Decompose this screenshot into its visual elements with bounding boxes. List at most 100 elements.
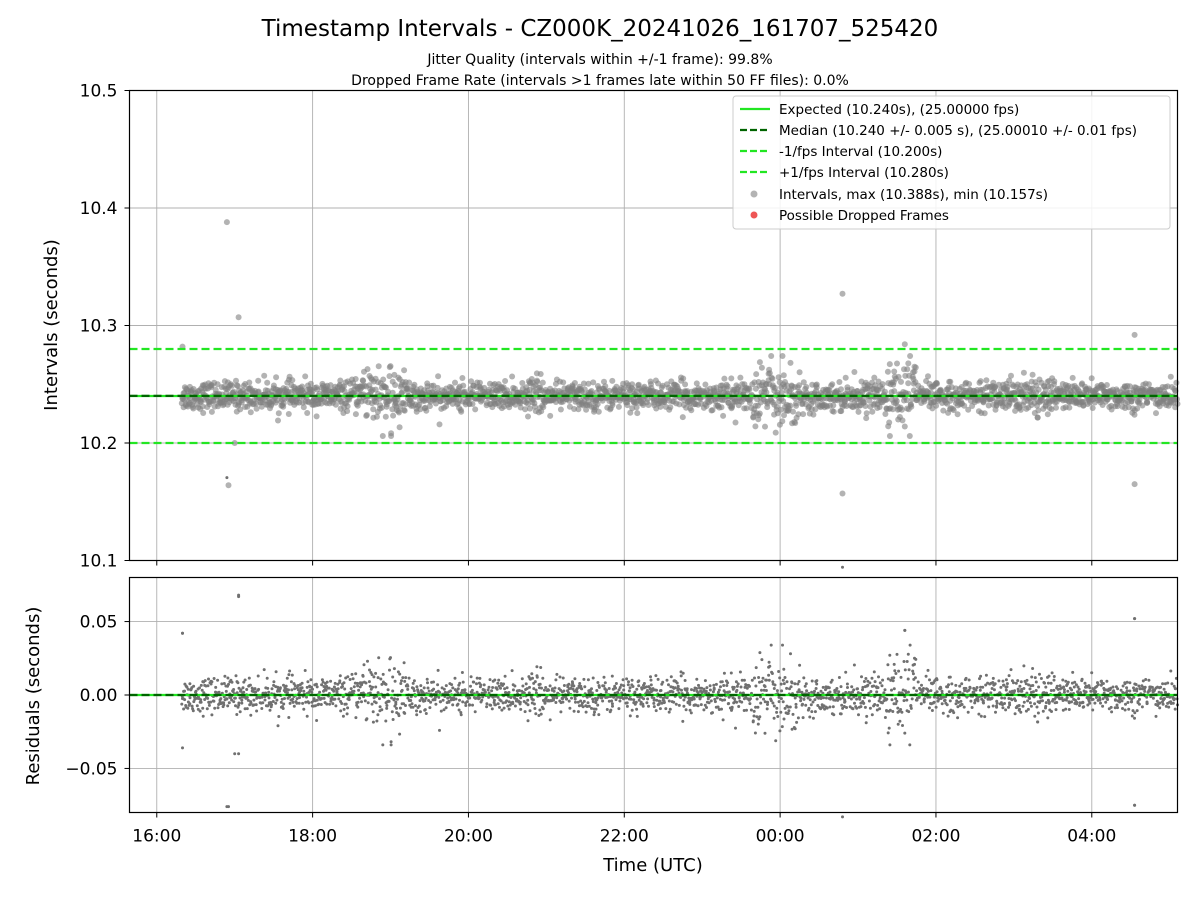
interval-point	[905, 360, 912, 367]
residual-point	[757, 676, 761, 679]
interval-point	[575, 406, 582, 413]
residual-point	[1074, 683, 1078, 687]
residual-point	[885, 697, 889, 701]
residual-point	[265, 676, 269, 680]
residual-point	[1154, 714, 1158, 718]
residual-point	[398, 732, 402, 736]
residual-point	[1150, 685, 1154, 689]
residual-point	[188, 702, 192, 706]
residual-point	[667, 683, 670, 687]
residual-point	[363, 699, 367, 703]
residual-point	[243, 707, 247, 711]
residual-point	[681, 671, 685, 675]
interval-point	[752, 423, 759, 430]
residual-point	[206, 684, 210, 688]
residual-point	[371, 710, 375, 714]
residual-point	[819, 689, 823, 693]
residual-point	[330, 698, 333, 701]
residuals-y-ticks: −0.050.000.05	[65, 613, 130, 779]
residual-point	[934, 705, 938, 709]
residual-point	[754, 684, 758, 688]
residual-point	[339, 709, 343, 713]
residual-point	[837, 690, 841, 694]
residual-point	[390, 696, 394, 700]
interval-point	[756, 410, 763, 417]
residual-point	[1089, 689, 1093, 693]
residual-point	[969, 699, 973, 703]
residual-point	[955, 690, 959, 694]
residual-point	[758, 715, 762, 719]
interval-point	[571, 380, 578, 386]
residual-point	[692, 688, 696, 692]
residual-point	[1132, 695, 1136, 699]
residual-point	[1121, 707, 1124, 710]
residual-point	[434, 702, 438, 706]
residual-point	[875, 690, 879, 694]
residual-point	[863, 705, 867, 709]
residual-point	[1005, 685, 1009, 689]
residual-point	[505, 686, 509, 690]
residual-point	[737, 705, 741, 708]
residual-point	[902, 699, 906, 703]
interval-point	[313, 413, 320, 420]
residual-point	[357, 688, 361, 692]
residual-point	[609, 708, 613, 712]
residual-point	[876, 686, 880, 690]
interval-point	[908, 403, 915, 410]
interval-point	[702, 381, 709, 388]
residual-point	[991, 676, 995, 680]
interval-point	[882, 388, 888, 395]
interval-point	[645, 402, 652, 408]
residual-point	[237, 701, 241, 705]
interval-point	[772, 385, 778, 391]
interval-point	[891, 368, 898, 375]
residual-point	[1091, 708, 1095, 712]
residual-point	[730, 705, 734, 709]
residual-point	[795, 720, 799, 724]
residual-point	[1127, 707, 1131, 711]
residual-point	[299, 689, 303, 693]
residual-point	[468, 696, 472, 700]
interval-point	[933, 402, 940, 409]
interval-point	[337, 377, 344, 384]
residual-point	[825, 706, 829, 710]
residual-point	[565, 697, 568, 701]
residual-point	[281, 707, 285, 710]
residual-point	[796, 716, 800, 720]
residual-point	[946, 714, 950, 718]
residual-point	[485, 705, 489, 709]
residual-point	[722, 671, 726, 675]
residual-point	[236, 681, 240, 685]
residual-point	[534, 712, 538, 716]
residual-point	[1098, 698, 1102, 702]
residual-point	[1038, 672, 1041, 676]
interval-point	[199, 403, 206, 410]
residual-point	[526, 698, 530, 702]
residual-point	[371, 685, 375, 689]
residual-point	[597, 685, 601, 689]
residual-point	[1034, 680, 1038, 684]
interval-point	[769, 375, 776, 382]
residual-point	[733, 697, 737, 701]
residual-point	[554, 701, 558, 704]
residual-point	[354, 716, 358, 720]
residual-point	[1101, 697, 1105, 701]
residual-point	[908, 643, 912, 647]
residual-point	[480, 698, 484, 702]
residual-point	[654, 674, 658, 678]
residual-point	[913, 662, 916, 666]
interval-point	[200, 410, 207, 416]
residual-point	[1058, 691, 1062, 695]
residuals-y-tick-label: 0.05	[80, 613, 118, 633]
residual-point	[712, 683, 716, 687]
residual-point	[1026, 699, 1030, 703]
residual-point	[799, 699, 803, 703]
residual-point	[1004, 688, 1008, 692]
interval-point	[595, 408, 602, 415]
interval-point	[871, 374, 878, 381]
interval-point	[906, 433, 913, 439]
residual-point	[970, 706, 974, 709]
residual-point	[394, 702, 398, 706]
residual-point	[682, 698, 686, 702]
residual-point	[948, 699, 952, 703]
